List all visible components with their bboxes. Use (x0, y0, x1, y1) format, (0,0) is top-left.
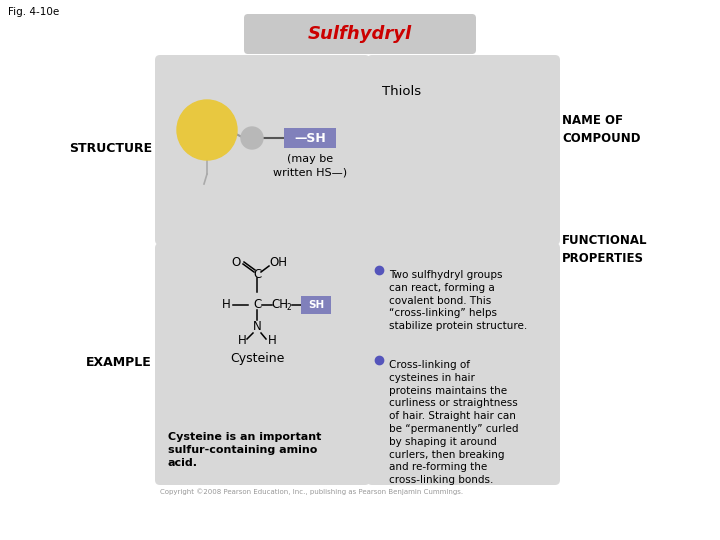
Text: N: N (253, 321, 261, 334)
Text: C: C (253, 299, 261, 312)
Text: STRUCTURE: STRUCTURE (69, 141, 152, 154)
Text: Cross-linking of
cysteines in hair
proteins maintains the
curliness or straightn: Cross-linking of cysteines in hair prote… (389, 360, 518, 485)
Text: —SH: —SH (294, 132, 326, 145)
Text: 2: 2 (287, 303, 292, 313)
FancyBboxPatch shape (301, 296, 331, 314)
FancyBboxPatch shape (284, 128, 336, 148)
Text: (may be
written HS—): (may be written HS—) (273, 154, 347, 177)
Text: OH: OH (269, 255, 287, 268)
FancyBboxPatch shape (244, 14, 476, 54)
Text: SH: SH (308, 300, 324, 310)
Text: Cysteine is an important
sulfur-containing amino
acid.: Cysteine is an important sulfur-containi… (168, 432, 321, 468)
Text: FUNCTIONAL
PROPERTIES: FUNCTIONAL PROPERTIES (562, 234, 647, 266)
Circle shape (241, 127, 263, 149)
FancyBboxPatch shape (367, 55, 560, 245)
Text: Two sulfhydryl groups
can react, forming a
covalent bond. This
“cross-linking” h: Two sulfhydryl groups can react, forming… (389, 270, 527, 331)
Text: CH: CH (271, 299, 289, 312)
Text: Copyright ©2008 Pearson Education, Inc., publishing as Pearson Benjamin Cummings: Copyright ©2008 Pearson Education, Inc.,… (160, 488, 463, 495)
Text: O: O (231, 255, 240, 268)
Text: Sulfhydryl: Sulfhydryl (308, 25, 412, 43)
Text: H: H (238, 334, 246, 347)
Text: H: H (268, 334, 276, 347)
Text: NAME OF
COMPOUND: NAME OF COMPOUND (562, 114, 641, 145)
Text: EXAMPLE: EXAMPLE (86, 355, 152, 368)
FancyBboxPatch shape (155, 55, 370, 245)
Text: Cysteine: Cysteine (230, 352, 284, 365)
FancyBboxPatch shape (367, 243, 560, 485)
Text: Fig. 4-10e: Fig. 4-10e (8, 7, 59, 17)
FancyBboxPatch shape (155, 243, 370, 485)
Text: Thiols: Thiols (382, 85, 421, 98)
Text: C: C (253, 268, 261, 281)
Circle shape (177, 100, 237, 160)
Text: H: H (222, 299, 230, 312)
